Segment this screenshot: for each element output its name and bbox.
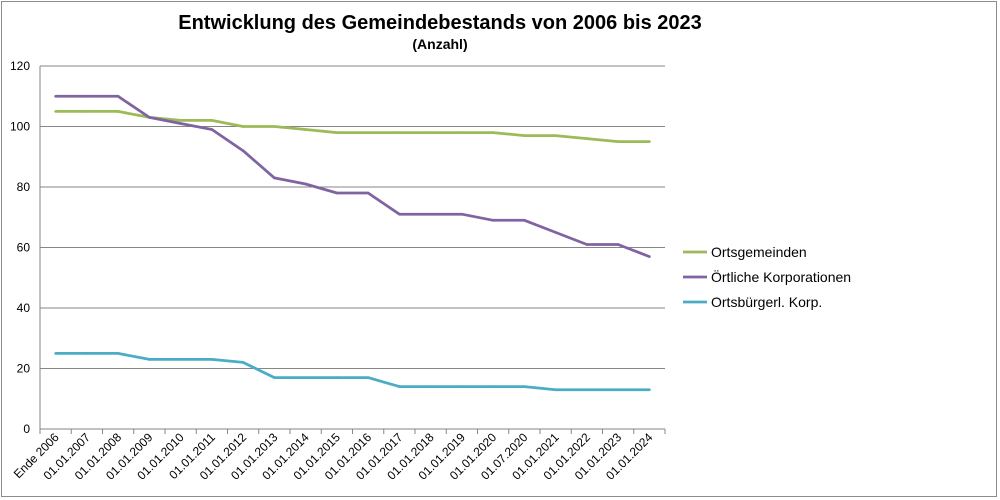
data-point — [491, 131, 495, 134]
data-point — [241, 125, 245, 128]
data-point — [116, 352, 120, 355]
y-tick-label: 80 — [17, 180, 31, 194]
data-point — [273, 176, 276, 180]
y-tick-label: 100 — [10, 120, 30, 134]
data-point — [335, 376, 339, 379]
data-point — [429, 212, 432, 216]
data-point — [648, 140, 651, 143]
data-point — [335, 191, 339, 195]
data-point — [460, 212, 464, 216]
legend-label: Ortsbürgerl. Korp. — [711, 294, 822, 310]
data-point — [491, 219, 495, 222]
data-point — [366, 191, 370, 195]
data-point — [85, 110, 89, 113]
data-point — [648, 255, 651, 258]
y-tick-label: 40 — [17, 301, 31, 315]
data-point — [554, 231, 557, 234]
legend: Ortsgemeinden Örtliche Korporationen Ortsb… — [683, 244, 851, 310]
data-point — [366, 376, 370, 379]
data-point — [54, 95, 57, 98]
data-point — [554, 388, 557, 392]
data-point — [241, 149, 245, 152]
data-point — [85, 352, 89, 355]
data-point — [179, 122, 182, 125]
legend-label: Ortsgemeinden — [711, 244, 807, 260]
y-tick-label: 60 — [17, 241, 31, 255]
data-point — [491, 385, 495, 388]
data-point — [648, 388, 651, 392]
data-point — [85, 95, 89, 98]
data-point — [304, 376, 307, 379]
data-point — [616, 243, 620, 246]
data-point — [585, 388, 589, 392]
y-tick-label: 20 — [17, 362, 31, 376]
legend-label: Örtliche Korporationen — [711, 268, 851, 285]
data-point — [148, 116, 151, 119]
data-point — [616, 388, 620, 392]
data-point — [273, 125, 276, 128]
data-point — [210, 128, 214, 131]
series-lines — [54, 94, 651, 392]
data-point — [116, 95, 120, 98]
x-axis-ticks: Ende 200601.01.200701.01.200801.01.20090… — [11, 429, 666, 483]
data-point — [210, 119, 214, 122]
chart-title: Entwicklung des Gemeindebestands von 200… — [178, 12, 702, 34]
data-point — [210, 358, 214, 361]
data-point — [398, 385, 401, 388]
data-point — [398, 212, 401, 216]
data-point — [616, 140, 620, 143]
data-point — [460, 131, 464, 134]
data-point — [54, 110, 57, 113]
gridlines — [39, 65, 665, 430]
y-tick-label: 0 — [23, 422, 30, 436]
data-point — [554, 134, 557, 137]
data-point — [335, 131, 339, 134]
data-point — [523, 134, 526, 137]
data-point — [304, 182, 307, 186]
data-point — [54, 352, 57, 355]
data-point — [273, 376, 276, 379]
series-line-2 — [55, 352, 650, 392]
y-axis-ticks: 0 20 40 60 80 100 120 — [10, 59, 30, 436]
y-tick-label: 120 — [10, 59, 30, 73]
data-point — [179, 358, 182, 361]
data-point — [179, 119, 182, 122]
data-point — [460, 385, 464, 388]
data-point — [116, 110, 120, 113]
data-point — [241, 361, 245, 364]
data-point — [429, 131, 432, 134]
data-point — [148, 358, 151, 361]
data-point — [585, 137, 589, 140]
data-point — [429, 385, 432, 388]
data-point — [523, 219, 526, 222]
data-point — [366, 131, 370, 134]
data-point — [585, 243, 589, 246]
data-point — [523, 385, 526, 388]
series-line-1 — [55, 94, 650, 258]
chart-subtitle: (Anzahl) — [412, 36, 467, 52]
data-point — [304, 128, 307, 131]
data-point — [398, 131, 401, 134]
